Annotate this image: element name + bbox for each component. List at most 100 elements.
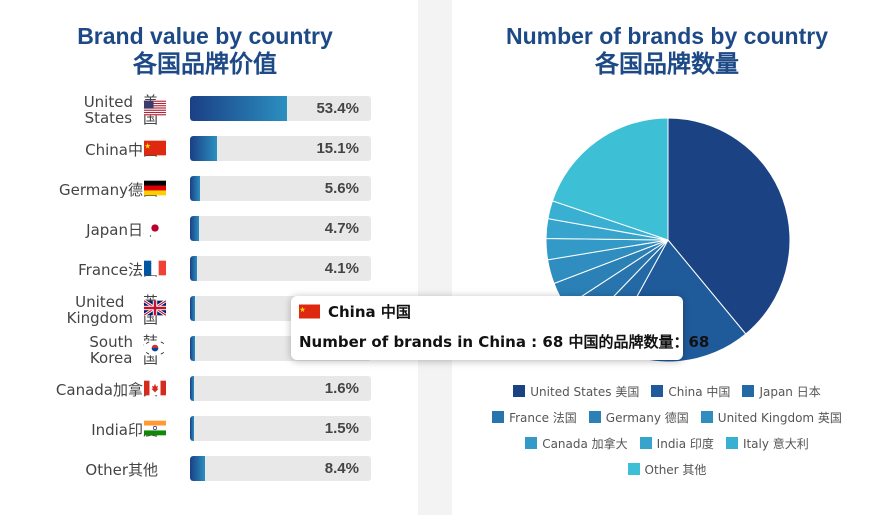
legend-label: Canada 加拿大: [542, 436, 628, 451]
bar-track: 4.7%: [190, 216, 371, 241]
brand-count-title-en: Number of brands by country: [505, 23, 829, 49]
legend-row: France 法国 Germany 德国 United Kingdom 英国: [482, 404, 852, 430]
legend-label: India 印度: [656, 436, 714, 451]
legend-label: Japan 日本: [759, 384, 821, 399]
bar[interactable]: [190, 376, 194, 401]
bar[interactable]: [190, 336, 195, 361]
us-flag-icon: [144, 100, 166, 116]
legend-label: Germany 德国: [605, 410, 689, 425]
legend-swatch: [513, 385, 526, 397]
bar-category-label: Germany德国: [59, 181, 158, 199]
india-flag-icon: [144, 420, 166, 436]
legend-swatch: [492, 411, 505, 423]
legend-item[interactable]: China 中国: [651, 383, 730, 400]
legend-swatch: [588, 411, 601, 423]
bar[interactable]: [190, 176, 201, 201]
brand-value-title-zh: 各国品牌价值: [133, 50, 277, 78]
bar-track: 5.6%: [190, 176, 371, 201]
legend-item[interactable]: Germany 德国: [588, 409, 689, 426]
legend-swatch: [525, 437, 538, 449]
tooltip-text: Number of brands in China : 68 中国的品牌数量：6…: [299, 333, 710, 351]
legend-item[interactable]: Italy 意大利: [725, 435, 809, 452]
bar[interactable]: [190, 256, 198, 281]
canada-flag-icon: [144, 380, 166, 396]
bar-value-label: 53.4%: [316, 100, 359, 117]
legend-label: Italy 意大利: [742, 436, 809, 451]
legend-label: United States 美国: [530, 384, 640, 399]
bar-row[interactable]: India印度 1.5%: [0, 410, 410, 450]
legend-swatch: [742, 385, 755, 397]
bar-row[interactable]: Japan日本 4.7%: [0, 210, 410, 250]
legend-item[interactable]: France 法国: [492, 409, 577, 426]
bar-track: 53.4%: [190, 96, 371, 121]
china-flag-icon: [144, 140, 166, 156]
bar[interactable]: [190, 216, 199, 241]
brand-count-title-zh: 各国品牌数量: [595, 50, 739, 78]
bar-track: 15.1%: [190, 136, 371, 161]
bar-value-label: 4.7%: [324, 220, 359, 237]
legend-swatch: [651, 385, 664, 397]
japan-flag-icon: [144, 220, 166, 236]
bar[interactable]: [190, 296, 196, 321]
legend-item[interactable]: Japan 日本: [742, 383, 821, 400]
bar-value-label: 8.4%: [324, 460, 359, 477]
bar-row[interactable]: China中国 15.1%: [0, 130, 410, 170]
bar-row[interactable]: Germany德国 5.6%: [0, 170, 410, 210]
bar-row[interactable]: Canada加拿大 1.6%: [0, 370, 410, 410]
bar-category-label: Japan日本: [86, 221, 158, 239]
bar-value-label: 15.1%: [316, 140, 359, 157]
legend-row: Other 其他: [482, 456, 852, 482]
bar-row[interactable]: France法国 4.1%: [0, 250, 410, 290]
legend-row: United States 美国 China 中国 Japan 日本: [482, 378, 852, 404]
bar-row[interactable]: Other其他 8.4%: [0, 450, 410, 490]
brand-value-title-en: Brand value by country: [77, 23, 333, 49]
legend-swatch: [627, 463, 640, 475]
legend-item[interactable]: Canada 加拿大: [525, 435, 628, 452]
bar-track: 4.1%: [190, 256, 371, 281]
legend-swatch: [725, 437, 738, 449]
korea-flag-icon: [144, 340, 166, 356]
bar-value-label: 1.5%: [324, 420, 359, 437]
bar-value-label: 1.6%: [324, 380, 359, 397]
legend-swatch: [700, 411, 713, 423]
bar-category-label: China中国: [85, 141, 158, 159]
bar-category-label: France法国: [78, 261, 158, 279]
brand-value-panel: Brand value by country 各国品牌价值 United Sta…: [0, 0, 418, 515]
tooltip-country: China 中国: [328, 303, 411, 321]
legend-item[interactable]: United States 美国: [513, 383, 639, 400]
legend-swatch: [639, 437, 652, 449]
bar[interactable]: [190, 136, 218, 161]
germany-flag-icon: [144, 180, 166, 196]
legend-label: Other 其他: [644, 462, 707, 477]
legend-label: China 中国: [668, 384, 731, 399]
brand-value-title: Brand value by country 各国品牌价值: [0, 22, 410, 78]
bar-track: 1.5%: [190, 416, 371, 441]
panel-divider: [418, 0, 452, 515]
pie-tooltip: China 中国 Number of brands in China : 68 …: [291, 296, 709, 360]
legend-item[interactable]: India 印度: [639, 435, 714, 452]
uk-flag-icon: [144, 300, 166, 316]
bar-value-label: 4.1%: [324, 260, 359, 277]
brand-count-title: Number of brands by country 各国品牌数量: [452, 22, 882, 78]
bar-category-label: India印度: [91, 421, 158, 439]
bar-track: 1.6%: [190, 376, 371, 401]
pie-slice[interactable]: [667, 117, 791, 335]
pie-slice[interactable]: [551, 117, 669, 241]
legend-item[interactable]: Other 其他: [627, 461, 707, 478]
pie-legend: United States 美国 China 中国 Japan 日本 France 法…: [482, 378, 852, 482]
bar[interactable]: [190, 96, 287, 121]
bar-category-label: Canada加拿大: [55, 381, 158, 399]
bar-value-label: 5.6%: [324, 180, 359, 197]
legend-row: Canada 加拿大 India 印度 Italy 意大利: [482, 430, 852, 456]
france-flag-icon: [144, 260, 166, 276]
china-flag-icon: [299, 304, 320, 319]
legend-item[interactable]: United Kingdom 英国: [700, 409, 842, 426]
bar[interactable]: [190, 456, 206, 481]
bar[interactable]: [190, 416, 194, 441]
legend-label: United Kingdom 英国: [717, 410, 842, 425]
bar-track: 8.4%: [190, 456, 371, 481]
brand-count-panel: Number of brands by country 各国品牌数量 Unite…: [452, 0, 882, 515]
bar-category-label: Other其他: [85, 461, 158, 479]
legend-label: France 法国: [509, 410, 577, 425]
